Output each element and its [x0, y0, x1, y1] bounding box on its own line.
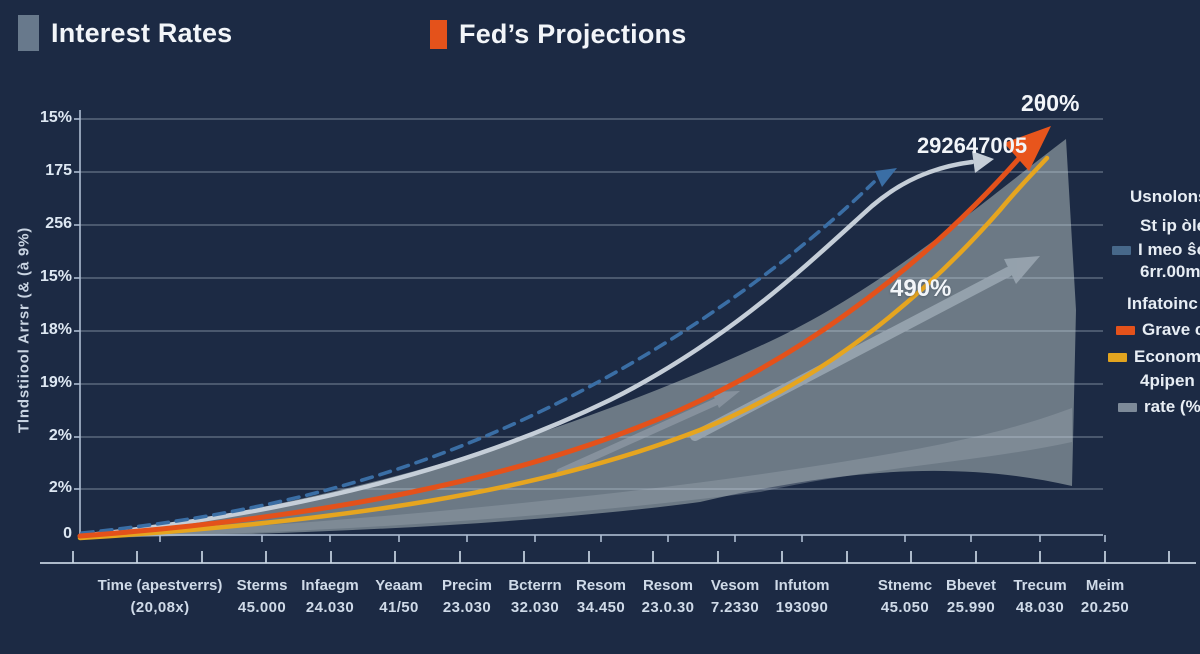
orange-series-swatch-icon: [1116, 325, 1135, 335]
x-label-value: 24.030: [305, 599, 355, 616]
legend-item-fed-projections: Fed’s Projections: [430, 19, 686, 50]
x-label-value: 32.030: [510, 599, 560, 616]
x-label-value: (20,08x): [130, 599, 190, 616]
confidence-band: [80, 139, 1076, 538]
yellow-series-swatch-icon: [1108, 352, 1127, 362]
x-label-word: Precim: [441, 577, 493, 594]
x-label-word: Yeaam: [375, 577, 423, 594]
x-label-value: 45.000: [237, 599, 287, 616]
x-label-word: Resom: [642, 577, 694, 594]
x-label-word: Infutom: [774, 577, 830, 594]
annotation-peak: 2θ0%: [1021, 90, 1080, 116]
x-label-value: 34.450: [576, 599, 626, 616]
orange-arrowhead: [1004, 126, 1051, 171]
y-tick-label: 15%: [39, 268, 72, 285]
right-legend-text: Econom: [1134, 347, 1200, 366]
right-legend-text: 4pipen: [1140, 371, 1195, 390]
x-label: Stnemc 45.050: [878, 577, 932, 616]
x-label-value: 20.250: [1080, 599, 1130, 616]
x-label: Resom 34.450: [576, 577, 626, 616]
right-legend-line: St ip òle: [1140, 216, 1200, 236]
right-legend-text: Grave c: [1142, 320, 1200, 339]
x-label-word: Time (apestverrs): [97, 577, 223, 594]
x-label-word: Bcterrn: [508, 577, 562, 594]
x-label: Yeaam 41/50: [375, 577, 423, 616]
right-legend-line: Usnolons: [1130, 187, 1200, 207]
x-label-word: Sterms: [236, 577, 288, 594]
y-axis-ticks: [74, 118, 80, 490]
silver-curve-line: [77, 159, 975, 539]
x-label-value: 193090: [775, 599, 829, 616]
y-tick-label: 175: [45, 162, 72, 179]
y-tick-label: 256: [45, 215, 72, 232]
x-label-word: Bbevet: [945, 577, 997, 594]
y-tick-label: 0: [63, 525, 72, 542]
legend-item-interest-rates: Interest Rates: [18, 15, 232, 51]
x-label-value: 23.030: [442, 599, 492, 616]
right-legend-text: rate (%): [1144, 397, 1200, 416]
interest-rates-swatch-icon: [18, 15, 39, 51]
x-label: Vesom 7.2330: [711, 577, 759, 616]
blue-arrowhead: [875, 168, 897, 187]
right-legend-line: I meo ŝo1: [1112, 240, 1200, 260]
annotation-band: 490%: [890, 275, 952, 302]
x-label-value: 48.030: [1015, 599, 1065, 616]
interest-rates-blue-line: [80, 180, 876, 535]
y-tick-label: 15%: [39, 109, 72, 126]
silver-arrowhead: [972, 151, 994, 173]
feds-projection-orange-line: [77, 145, 1031, 539]
interest-rates-label: Interest Rates: [51, 17, 233, 48]
x-label-value: 25.990: [946, 599, 996, 616]
fed-projections-swatch-icon: [430, 20, 447, 49]
right-legend-line: Econom: [1108, 347, 1200, 367]
x-label: Time (apestverrs) (20,08x): [98, 577, 223, 616]
bottom-ruler-ticks: [72, 551, 1170, 563]
right-legend-text: Usnolons: [1130, 187, 1200, 206]
x-label-word: Stnemc: [877, 577, 933, 594]
right-legend-line: Grave c: [1116, 320, 1200, 340]
right-legend-line: Infatoinc: [1127, 294, 1198, 314]
right-legend-text: Infatoinc: [1127, 294, 1198, 313]
right-legend-text: 6rr.00m: [1140, 262, 1200, 281]
x-label: Trecum 48.030: [1013, 577, 1066, 616]
gray-series-swatch-icon: [1118, 402, 1137, 412]
x-label: Bbevet 25.990: [946, 577, 996, 616]
x-label-word: Resom: [575, 577, 627, 594]
faint-gray-arrow: [556, 391, 740, 476]
x-label-word: Meim: [1085, 577, 1125, 594]
y-tick-label: 19%: [39, 374, 72, 391]
x-label-value: 45.050: [880, 599, 930, 616]
y-tick-label: 18%: [39, 321, 72, 338]
x-label: Bcterrn 32.030: [508, 577, 561, 616]
right-legend-text: I meo ŝo1: [1138, 240, 1200, 259]
y-tick-label: 2%: [48, 479, 72, 496]
annotation-growth: 292647005: [916, 133, 1028, 158]
x-label: Resom 23.0.30: [642, 577, 695, 616]
x-label-value: 7.2330: [710, 599, 760, 616]
x-label: Sterms 45.000: [237, 577, 288, 616]
x-label-value: 23.0.30: [641, 599, 695, 616]
x-label-word: Trecum: [1013, 577, 1067, 594]
economy-yellow-line: [77, 155, 1050, 541]
x-label-word: Infaegm: [301, 577, 359, 594]
x-label: Precim 23.030: [442, 577, 492, 616]
x-label-value: 41/50: [379, 599, 419, 616]
right-legend-line: 6rr.00m: [1140, 262, 1200, 282]
blue-series-swatch-icon: [1112, 245, 1131, 255]
x-axis-ticks: [159, 535, 1106, 542]
right-legend-line: 4pipen: [1140, 371, 1195, 391]
right-legend-line: rate (%): [1118, 397, 1200, 417]
x-label: Infutom 193090: [775, 577, 830, 616]
x-label: Meim 20.250: [1081, 577, 1129, 616]
y-tick-label: 2%: [48, 427, 72, 444]
fed-projections-label: Fed’s Projections: [459, 19, 687, 49]
right-legend-text: St ip òle: [1140, 216, 1200, 235]
x-label-word: Vesom: [710, 577, 760, 594]
x-label: Infaegm 24.030: [301, 577, 359, 616]
